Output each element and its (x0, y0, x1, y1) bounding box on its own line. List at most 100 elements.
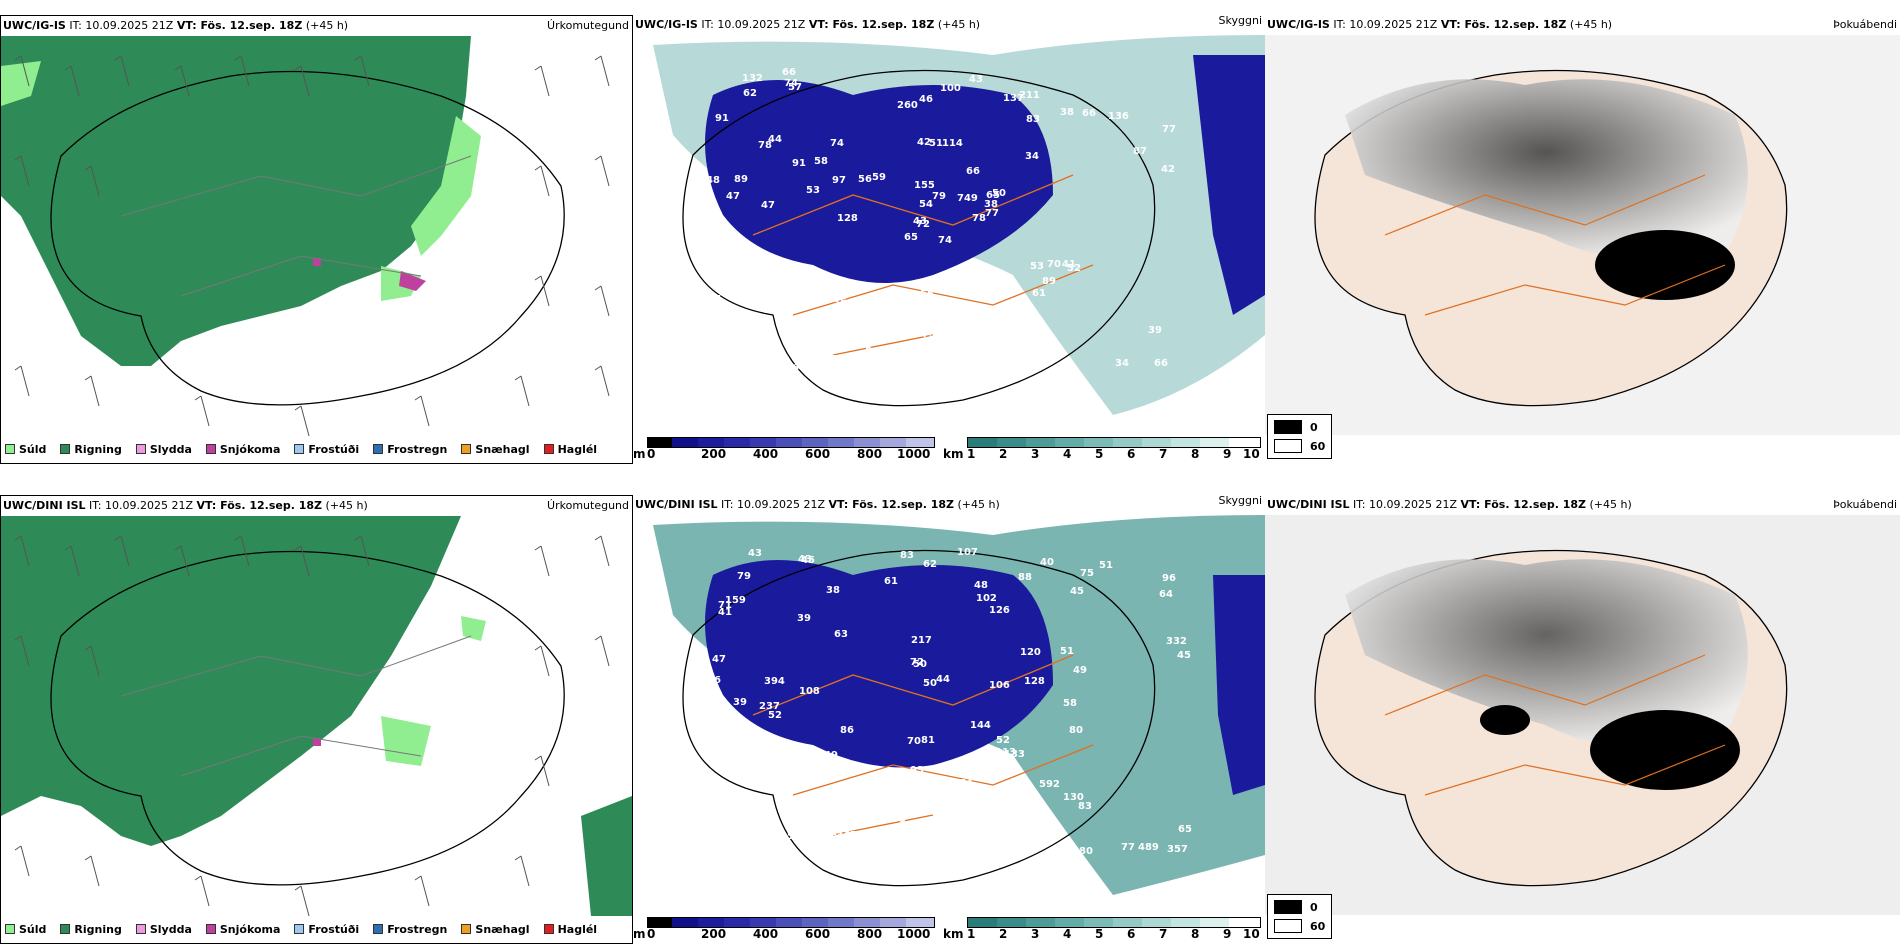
cloud-base-label: 70 (907, 736, 921, 747)
cloud-base-label: 39 (797, 613, 811, 624)
model-label: UWC/DINI ISL (635, 498, 718, 511)
visibility-tick: 2 (999, 447, 1008, 461)
precip-header-row1: UWC/IG-IS IT: 10.09.2025 21Z VT: Fös. 12… (1, 16, 632, 36)
cloud-base-label: 237 (759, 701, 780, 712)
cloudbase-tick: 600 (805, 927, 831, 941)
cloud-panel-row2: UWC/DINI ISL IT: 10.09.2025 21Z VT: Fös.… (633, 495, 1265, 944)
cloud-base-label: 113 (888, 784, 909, 795)
cloud-base-label: 57 (788, 82, 802, 93)
cloud-base-label: 48 (974, 580, 988, 591)
cloud-base-label: 63 (834, 629, 848, 640)
cloud-base-label: 44 (706, 792, 720, 803)
fog-header-row2: UWC/DINI ISL IT: 10.09.2025 21Z VT: Fös.… (1265, 495, 1900, 515)
visibility-tick: 5 (1095, 927, 1104, 941)
cloud-base-label: 60 (809, 813, 823, 824)
fog-key-item: 0 (1274, 420, 1325, 434)
lead-time: (+45 h) (325, 499, 368, 512)
fog-key-label: 60 (1310, 919, 1326, 933)
cloud-base-label: 79 (932, 191, 946, 202)
cloud-base-label: 66 (840, 301, 854, 312)
fog-key-swatch (1274, 439, 1302, 453)
fog-header-row1: UWC/IG-IS IT: 10.09.2025 21Z VT: Fös. 12… (1265, 15, 1900, 35)
legend-swatch (135, 444, 146, 454)
legend-label: Snæhagl (475, 442, 530, 456)
cloud-base-label: 66 (1154, 358, 1168, 369)
cloud-base-label: 98 (857, 813, 871, 824)
cloud-base-label: 136 (1108, 111, 1129, 122)
legend-item: Snjókoma (205, 443, 280, 456)
lead-time: (+45 h) (305, 19, 349, 32)
cloud-base-label: 50 (992, 188, 1006, 199)
precip-legend-row2: Súld Rigning Slydda Snjókoma Frostúði Fr… (5, 919, 597, 939)
cloud-base-label: 130 (1063, 792, 1084, 803)
legend-label: Slydda (149, 442, 192, 456)
cloud-base-label: 54 (919, 199, 933, 210)
cloud-base-label: 46 (919, 94, 933, 105)
cloud-base-label: 137 (1003, 93, 1024, 104)
cloud-base-label: 86 (840, 725, 854, 736)
cloudbase-tick: 600 (805, 447, 831, 461)
cloud-base-label: 105 (773, 831, 794, 842)
cloudbase-tick: 1000 (897, 927, 931, 941)
legend-label: Frostregn (387, 442, 448, 456)
cloud-base-label: 47 (843, 830, 857, 841)
visibility-tick: 6 (1127, 447, 1136, 461)
legend-item: Slydda (135, 442, 192, 456)
cloudbase-tick: 200 (701, 927, 727, 941)
legend-label: Súld (19, 922, 47, 936)
visibility-unit: km (943, 447, 964, 461)
cloud-base-label: 51 (831, 354, 845, 365)
fog-panel-row1: UWC/IG-IS IT: 10.09.2025 21Z VT: Fös. 12… (1265, 15, 1900, 464)
lead-time: (+45 h) (937, 18, 981, 31)
cloud-base-label: 71 (718, 600, 732, 611)
precip-type-panel-row2: UWC/DINI ISL IT: 10.09.2025 21Z VT: Fös.… (0, 495, 633, 944)
precip-type-panel-row1: UWC/IG-IS IT: 10.09.2025 21Z VT: Fös. 12… (0, 15, 633, 464)
cloud-base-label: 66 (782, 67, 796, 78)
cloudbase-tick: 800 (857, 927, 883, 941)
cloud-base-label: 102 (717, 247, 738, 258)
legend-swatch (543, 444, 554, 454)
legend-swatch (205, 444, 216, 454)
valid-time: VT: Fös. 12.sep. 18Z (1440, 18, 1567, 31)
cloud-base-label: 83 (976, 804, 990, 815)
cloud-panel-row1: UWC/IG-IS IT: 10.09.2025 21Z VT: Fös. 12… (633, 15, 1265, 464)
legend-swatch (373, 444, 384, 454)
cloud-base-label: 43 (969, 74, 983, 85)
visibility-tick: 9 (1223, 447, 1232, 461)
cloud-base-label: 106 (989, 680, 1010, 691)
cloudbase-bar (647, 437, 935, 448)
legend-label: Frostregn (387, 922, 448, 936)
cloud-base-label: 95 (892, 814, 906, 825)
precip-legend-row1: Súld Rigning Slydda Snjókoma Frostúði Fr… (5, 439, 597, 459)
legend-item: Frostregn (373, 443, 447, 456)
cloud-base-label: 126 (989, 605, 1010, 616)
cloud-base-label: 78 (972, 213, 986, 224)
cloud-base-label: 41 (718, 607, 732, 618)
cloud-base-label: 45 (1177, 650, 1191, 661)
cloud-base-label: 51 (738, 748, 752, 759)
visibility-tick: 10 (1243, 927, 1260, 941)
cloud-base-label: 74 (959, 778, 973, 789)
cloud-base-label: 43 (913, 216, 927, 227)
cloud-base-label: 45 (1070, 586, 1084, 597)
cloud-base-label: 83 (1078, 801, 1092, 812)
fog-map (1265, 35, 1900, 435)
cloud-base-label: 96 (1162, 573, 1176, 584)
cloud-base-label: 38 (826, 585, 840, 596)
cloud-base-label: 128 (1024, 676, 1045, 687)
cloud-base-label: 72 (916, 219, 930, 230)
cloud-title: Skyggni (1218, 495, 1262, 507)
cloud-base-label: 39 (818, 332, 832, 343)
cloud-base-label: 43 (748, 548, 762, 559)
cloud-base-label: 139 (961, 316, 982, 327)
visibility-tick: 1 (967, 447, 976, 461)
cloudbase-tick: 0 (647, 447, 656, 461)
legend-item: Frostúði (294, 923, 359, 936)
legend-swatch (5, 924, 15, 934)
cloud-base-label: 89 (734, 174, 748, 185)
legend-item: Haglél (543, 443, 597, 456)
visibility-tick: 7 (1159, 447, 1168, 461)
cloud-header-row2: UWC/DINI ISL IT: 10.09.2025 21Z VT: Fös.… (633, 495, 1265, 515)
cloud-base-label: 61 (1032, 288, 1046, 299)
cloud-base-label: 61 (1015, 810, 1029, 821)
